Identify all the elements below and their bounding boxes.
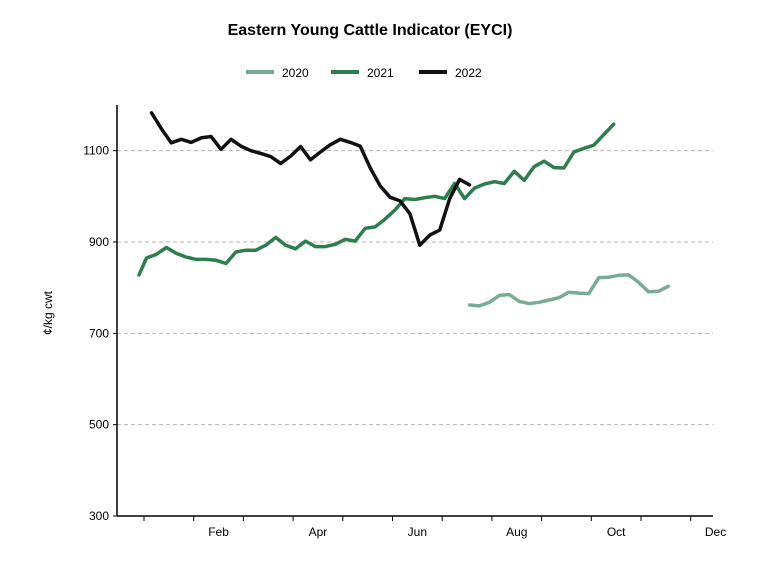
y-tick-label-500: 500 <box>89 418 109 432</box>
x-tick-label-oct: Oct <box>607 525 626 539</box>
series-line-2020 <box>467 273 671 308</box>
series-line-2022 <box>149 111 472 247</box>
x-tick-label-aug: Aug <box>506 525 527 539</box>
y-tick-label-1100: 1100 <box>83 144 109 158</box>
x-tick-label-dec: Dec <box>705 525 726 539</box>
legend-label-2020: 2020 <box>282 66 309 80</box>
legend-label-2021: 2021 <box>367 66 394 80</box>
y-tick-label-700: 700 <box>89 326 109 340</box>
y-tick-label-300: 300 <box>89 509 109 523</box>
y-axis-label: ¢/kg cwt <box>41 290 55 335</box>
legend: 2020 2021 2022 <box>246 66 482 80</box>
x-tick-label-jun: Jun <box>408 525 427 539</box>
series-line-2021 <box>137 122 616 277</box>
axes: 300 500 700 900 1100 Feb Apr Jun Aug Oct Dec <box>83 105 726 539</box>
x-tick-label-apr: Apr <box>309 525 328 539</box>
series-layer <box>137 111 671 308</box>
gridlines <box>117 150 713 426</box>
legend-label-2022: 2022 <box>455 66 482 80</box>
x-tick-label-feb: Feb <box>208 525 229 539</box>
chart-title: Eastern Young Cattle Indicator (EYCI) <box>228 22 513 39</box>
y-tick-label-900: 900 <box>89 235 109 249</box>
